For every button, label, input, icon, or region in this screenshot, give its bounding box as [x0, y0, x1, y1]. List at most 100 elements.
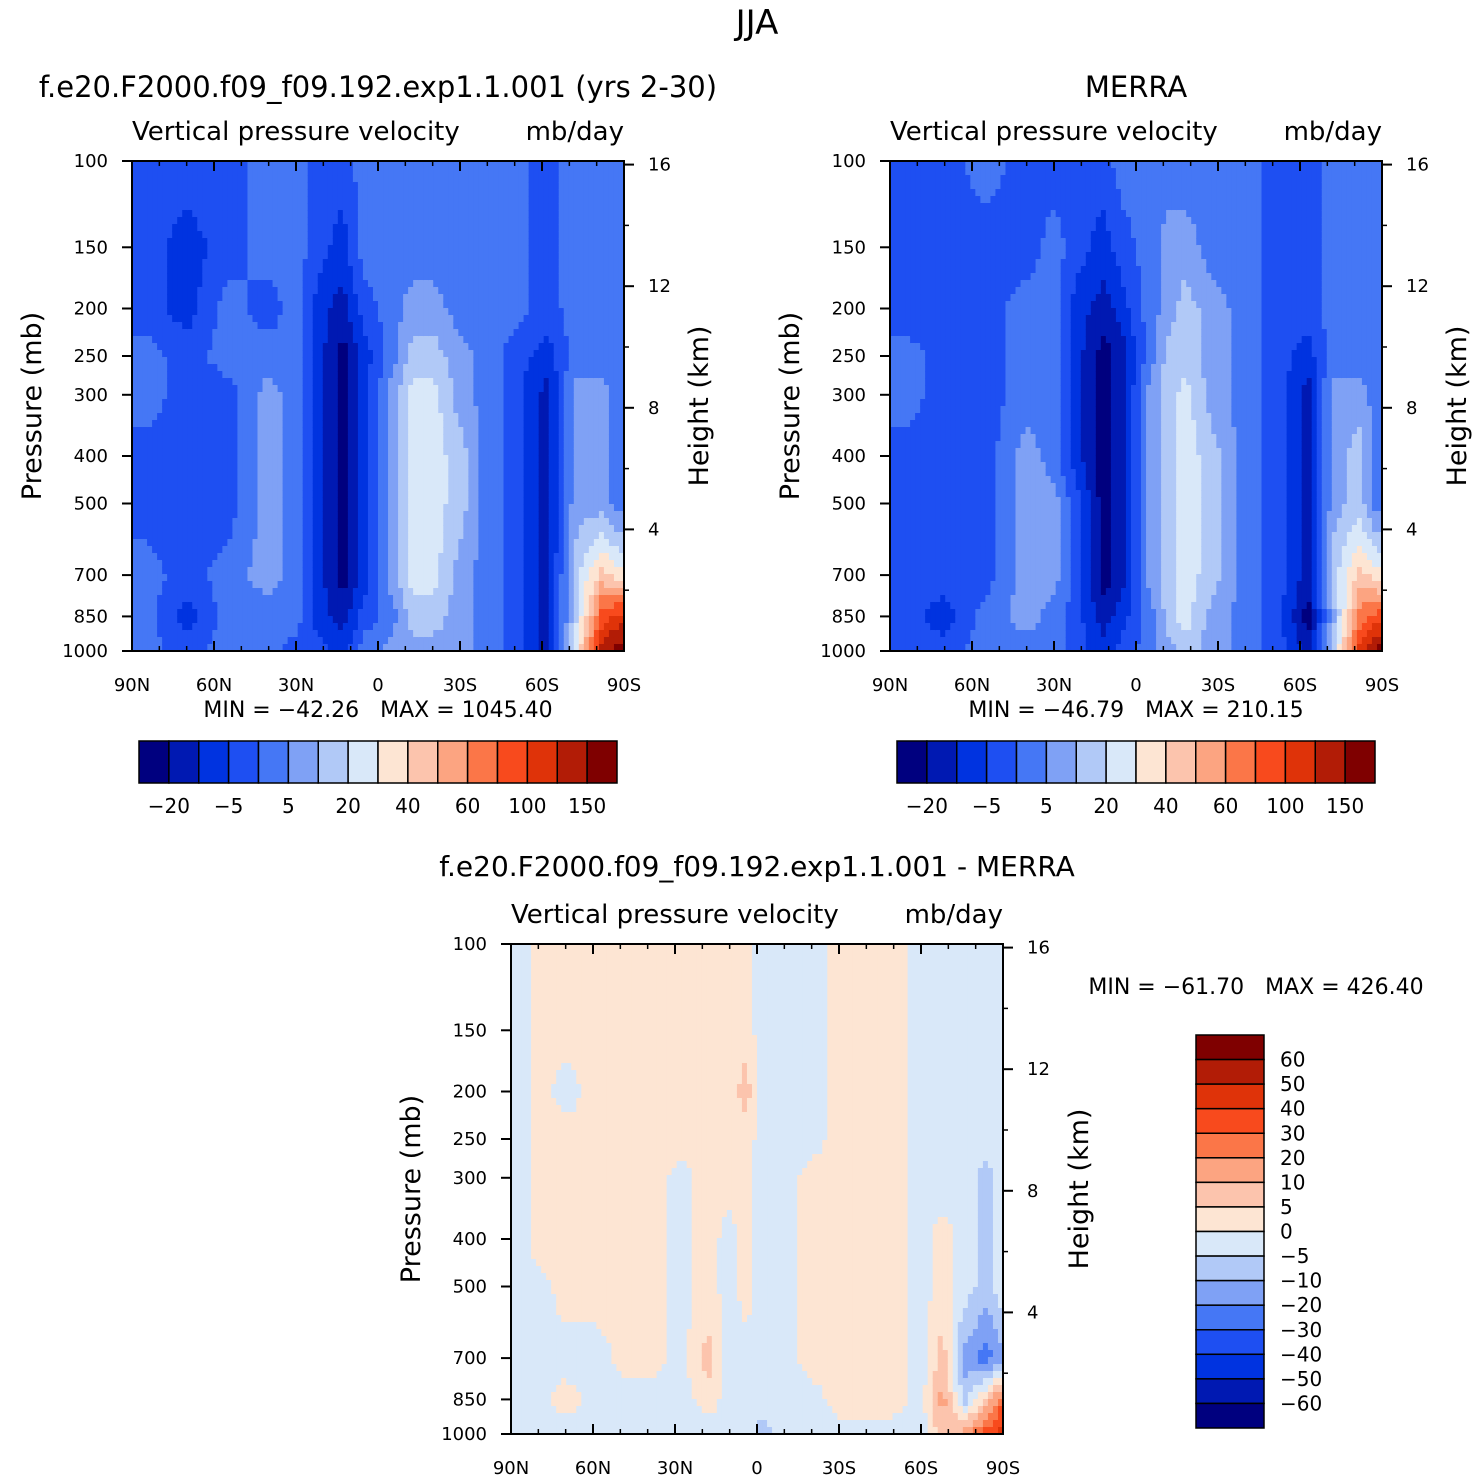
colorbar-box	[1195, 1230, 1265, 1257]
panel-title: MERRA	[1085, 70, 1187, 104]
x-tick-label: 90S	[1365, 675, 1399, 696]
colorbar-box	[227, 740, 260, 784]
colorbar-box	[1075, 740, 1107, 784]
x-tick-label: 30S	[443, 675, 477, 696]
colorbar-label: 40	[395, 794, 420, 818]
x-tick-label: 0	[751, 1458, 762, 1479]
y-tick-label: 100	[453, 934, 487, 955]
y-tick-label: 200	[832, 299, 866, 320]
y-tick-label: 700	[832, 565, 866, 586]
y2-axis-label: Height (km)	[1064, 1109, 1095, 1270]
colorbar-box	[896, 740, 928, 784]
colorbar-label: 5	[282, 794, 295, 818]
panel-title: f.e20.F2000.f09_f09.192.exp1.1.001 - MER…	[439, 850, 1075, 883]
y-tick-label: 850	[832, 606, 866, 627]
colorbar-box	[1195, 1353, 1265, 1380]
x-tick-label: 30S	[1201, 675, 1235, 696]
colorbar-box	[1195, 1329, 1265, 1356]
colorbar-box	[1254, 740, 1287, 784]
y2-tick-label: 12	[1406, 276, 1429, 297]
y-tick-label: 100	[832, 151, 866, 172]
colorbar-label: −20	[906, 794, 948, 818]
y2-tick-label: 8	[648, 398, 659, 419]
colorbar-label: −40	[1280, 1342, 1322, 1366]
y-tick-label: 700	[453, 1348, 487, 1369]
y2-tick-label: 12	[1027, 1059, 1050, 1080]
colorbar-box	[526, 740, 558, 784]
colorbar-box	[1284, 740, 1316, 784]
colorbar-label: 5	[1040, 794, 1053, 818]
colorbar-box	[1195, 1083, 1265, 1110]
y-tick-label: 200	[453, 1082, 487, 1103]
x-tick-label: 30S	[822, 1458, 856, 1479]
colorbar-box	[466, 740, 499, 784]
panel-model: f.e20.F2000.f09_f09.192.exp1.1.001 (yrs …	[17, 70, 717, 818]
panel-subtitle-left: Vertical pressure velocity	[511, 900, 839, 930]
panel-subtitle-left: Vertical pressure velocity	[132, 117, 460, 147]
colorbar-label: 60	[1213, 794, 1238, 818]
colorbar-label: 20	[335, 794, 360, 818]
colorbar-box	[1195, 740, 1227, 784]
colorbar-box	[1195, 1402, 1265, 1429]
colorbar-box	[317, 740, 349, 784]
y-tick-label: 300	[832, 385, 866, 406]
x-tick-label: 90N	[493, 1458, 529, 1479]
colorbar-label: −5	[972, 794, 1001, 818]
colorbar-label: −20	[148, 794, 190, 818]
colorbar-box	[1015, 740, 1048, 784]
y-axis-label: Pressure (mb)	[17, 312, 48, 500]
colorbar-label: 20	[1280, 1146, 1305, 1170]
colorbar-box	[257, 740, 290, 784]
colorbar-label: 60	[1280, 1048, 1305, 1072]
x-tick-label: 0	[372, 675, 383, 696]
y-tick-label: 700	[74, 565, 108, 586]
x-tick-label: 0	[1130, 675, 1141, 696]
colorbar-label: −5	[214, 794, 243, 818]
x-tick-label: 60S	[1283, 675, 1317, 696]
panel-difference: f.e20.F2000.f09_f09.192.exp1.1.001 - MER…	[396, 850, 1424, 1479]
y2-axis-label: Height (km)	[1442, 326, 1473, 487]
colorbar-box	[1135, 740, 1167, 784]
colorbar-box	[1314, 740, 1346, 784]
x-tick-label: 90N	[872, 675, 908, 696]
contour-field	[132, 161, 624, 651]
colorbar-box	[1195, 1378, 1265, 1405]
x-tick-label: 30N	[1036, 675, 1072, 696]
y-tick-label: 400	[832, 446, 866, 467]
y-tick-label: 500	[74, 493, 108, 514]
x-tick-label: 60S	[525, 675, 559, 696]
colorbar-label: 10	[1280, 1170, 1305, 1194]
colorbar-box	[1195, 1255, 1265, 1282]
colorbar: −20 −5 5 20 40 60 100 150	[138, 740, 618, 818]
contour-field	[890, 161, 1382, 651]
colorbar-box	[496, 740, 529, 784]
y-axis-label: Pressure (mb)	[396, 1095, 427, 1283]
y-tick-label: 300	[453, 1168, 487, 1189]
y-tick-label: 1000	[820, 641, 866, 662]
plot-area: 90N 60N 30N 0 30S 60S 90S 100 150 200 250 300 400 500…	[820, 151, 1429, 696]
panel-title: f.e20.F2000.f09_f09.192.exp1.1.001 (yrs …	[39, 70, 717, 104]
plot-area: 90N 60N 30N 0 30S 60S 90S 100 150 200 250 300 400 500…	[441, 934, 1050, 1479]
colorbar-box	[1195, 1304, 1265, 1331]
colorbar-label: 20	[1093, 794, 1118, 818]
colorbar-label: 0	[1280, 1220, 1293, 1244]
colorbar-label: 60	[455, 794, 480, 818]
colorbar: −20 −5 5 20 40 60 100 150	[896, 740, 1376, 818]
panel-merra: MERRA Vertical pressure velocity mb/day …	[775, 70, 1473, 818]
panel-subtitle-left: Vertical pressure velocity	[890, 117, 1218, 147]
colorbar-box	[168, 740, 200, 784]
x-tick-label: 90N	[114, 675, 150, 696]
y2-tick-label: 16	[1406, 155, 1429, 176]
y-tick-label: 400	[453, 1229, 487, 1250]
colorbar-label: −20	[1280, 1293, 1322, 1317]
colorbar-box	[985, 740, 1018, 784]
y-tick-label: 250	[453, 1129, 487, 1150]
colorbar-box	[586, 740, 618, 784]
x-tick-label: 90S	[607, 675, 641, 696]
colorbar-box	[1195, 1058, 1265, 1085]
x-tick-label: 60S	[904, 1458, 938, 1479]
colorbar-box	[1195, 1157, 1265, 1184]
y2-tick-label: 12	[648, 276, 671, 297]
y2-tick-label: 8	[1406, 398, 1417, 419]
